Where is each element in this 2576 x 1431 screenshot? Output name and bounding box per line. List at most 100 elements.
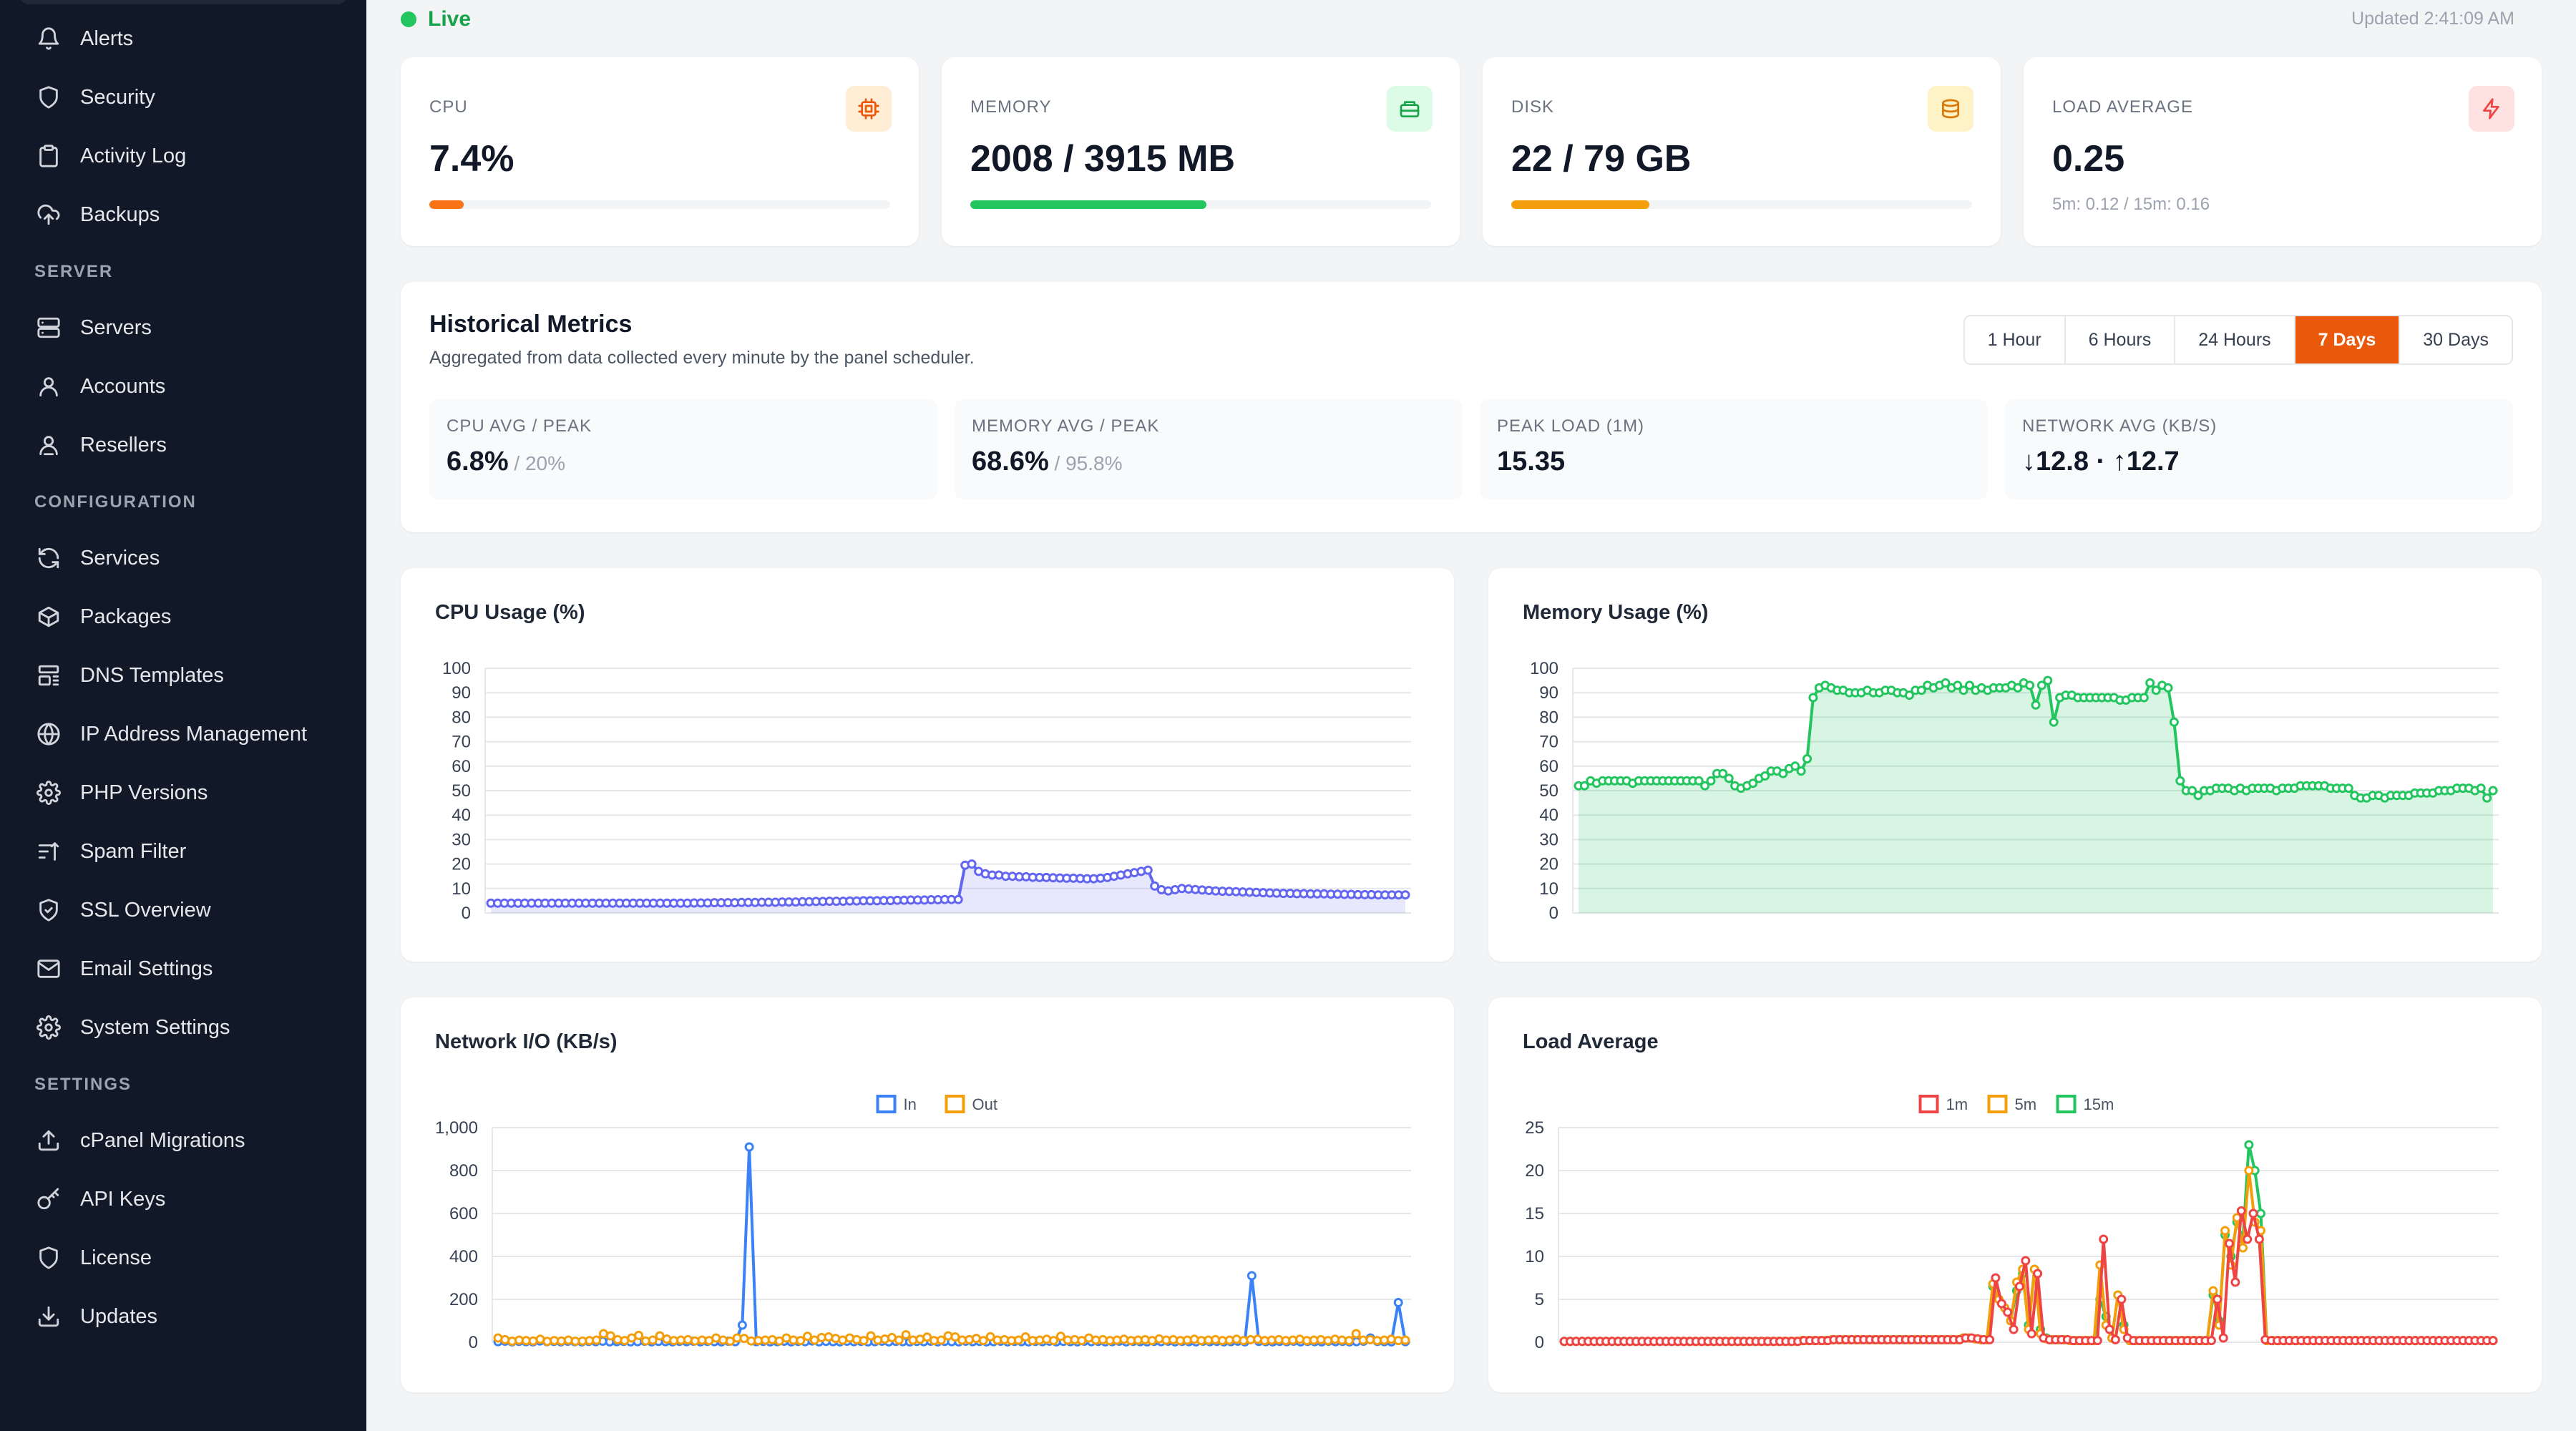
data-point	[1000, 1334, 1010, 1344]
sidebar-item-dns-templates[interactable]: DNS Templates	[20, 650, 346, 701]
data-point	[1700, 781, 1710, 791]
data-point	[2043, 675, 2053, 685]
range-button-24-hours[interactable]: 24 Hours	[2175, 316, 2296, 363]
sidebar-item-php-versions[interactable]: PHP Versions	[20, 767, 346, 819]
sidebar-item-accounts[interactable]: Accounts	[20, 361, 346, 412]
range-button-1-hour[interactable]: 1 Hour	[1964, 316, 2066, 363]
aggregate-value-row: ↓12.8 · ↑12.7	[2022, 446, 2180, 477]
historical-title: Historical Metrics	[429, 311, 633, 338]
data-point	[796, 1336, 806, 1346]
legend-label: 5m	[2015, 1095, 2037, 1113]
sidebar-item-services[interactable]: Services	[20, 532, 346, 584]
sidebar-item-email-settings[interactable]: Email Settings	[20, 943, 346, 995]
data-point	[2212, 1294, 2223, 1304]
sidebar-item-security[interactable]: Security	[20, 72, 346, 123]
range-button-6-hours[interactable]: 6 Hours	[2065, 316, 2176, 363]
aggregate-tile: MEMORY AVG / PEAK 68.6% / 95.8%	[955, 399, 1463, 499]
sidebar-top-item[interactable]	[20, 0, 346, 4]
stat-label: LOAD AVERAGE	[2052, 97, 2193, 117]
data-point	[690, 1336, 700, 1346]
data-point	[1724, 773, 1734, 783]
template-icon	[34, 661, 63, 690]
data-point	[1706, 776, 1716, 786]
sidebar-item-api-keys[interactable]: API Keys	[20, 1173, 346, 1225]
data-point	[592, 1335, 602, 1345]
shield-icon	[34, 1244, 63, 1272]
upload-icon	[34, 1126, 63, 1155]
sidebar-item-ssl-overview[interactable]: SSL Overview	[20, 884, 346, 936]
users-icon	[34, 431, 63, 459]
data-point	[1790, 761, 1800, 771]
data-point	[2256, 1208, 2265, 1218]
data-point	[648, 1335, 658, 1345]
data-point	[1386, 1334, 1396, 1344]
aggregate-tile: NETWORK AVG (KB/S) ↓12.8 · ↑12.7	[2005, 399, 2513, 499]
data-point	[1154, 1334, 1164, 1344]
y-tick-label: 50	[1539, 781, 1558, 801]
y-tick-label: 0	[1535, 1333, 1544, 1352]
mail-icon	[34, 954, 63, 983]
sidebar-item-alerts[interactable]: Alerts	[20, 13, 346, 64]
sidebar-item-updates[interactable]: Updates	[20, 1291, 346, 1342]
sidebar-item-system-settings[interactable]: System Settings	[20, 1002, 346, 1053]
data-point	[2482, 793, 2492, 803]
range-button-7-days[interactable]: 7 Days	[2295, 316, 2401, 363]
data-point	[1049, 1336, 1058, 1346]
stat-progress-fill	[970, 200, 1207, 209]
sidebar-item-spam-filter[interactable]: Spam Filter	[20, 826, 346, 877]
data-point	[1295, 1334, 1305, 1344]
legend-item-out[interactable]: Out	[945, 1095, 997, 1113]
data-point	[803, 1332, 812, 1342]
data-point	[2220, 1226, 2230, 1236]
data-point	[1119, 1334, 1129, 1344]
aggregate-label: CPU AVG / PEAK	[447, 416, 592, 436]
legend-swatch	[876, 1095, 897, 1113]
data-point	[2243, 1234, 2253, 1244]
sidebar-item-activity-log[interactable]: Activity Log	[20, 130, 346, 182]
data-point	[1098, 1334, 1108, 1344]
data-point	[1150, 881, 1160, 891]
sidebar-item-label: Alerts	[80, 26, 134, 50]
sidebar-item-backups[interactable]: Backups	[20, 189, 346, 240]
stat-progress-fill	[1511, 200, 1650, 209]
data-point	[2021, 1256, 2031, 1266]
chart-title: Memory Usage (%)	[1523, 601, 1709, 624]
data-point	[1055, 1332, 1065, 1342]
gear-icon	[34, 778, 63, 807]
data-point	[2230, 1277, 2240, 1287]
sidebar-item-resellers[interactable]: Resellers	[20, 419, 346, 471]
stat-progress-fill	[429, 200, 464, 209]
aggregate-value: 68.6%	[972, 446, 1049, 477]
sidebar-item-label: System Settings	[80, 1015, 230, 1039]
sidebar-item-servers[interactable]: Servers	[20, 302, 346, 353]
legend-item-15m[interactable]: 15m	[2056, 1095, 2114, 1113]
sidebar-item-cpanel-migrations[interactable]: cPanel Migrations	[20, 1115, 346, 1166]
y-tick-label: 90	[452, 683, 471, 703]
filter-icon	[34, 837, 63, 866]
live-indicator: Live	[401, 7, 471, 31]
data-point	[2163, 683, 2173, 693]
sidebar-item-label: IP Address Management	[80, 722, 308, 746]
data-point	[1316, 1334, 1326, 1344]
data-point	[2013, 683, 2023, 693]
data-point	[767, 1334, 777, 1344]
data-point	[1941, 678, 1951, 688]
sidebar-item-license[interactable]: License	[20, 1232, 346, 1284]
legend-item-5m[interactable]: 5m	[1987, 1095, 2037, 1113]
sidebar-item-label: API Keys	[80, 1187, 166, 1211]
data-point	[1953, 680, 1963, 690]
data-point	[2187, 786, 2197, 796]
data-point	[1253, 1334, 1263, 1344]
load-average-chart: 0 5 10 15 20 25 1m 5m 15m	[1525, 1095, 2499, 1352]
legend-item-in[interactable]: In	[876, 1095, 917, 1113]
sidebar-item-packages[interactable]: Packages	[20, 591, 346, 643]
load-chart-card: Load Average 0 5 10 15 20 25 1m 5m 15m	[1488, 997, 2542, 1392]
range-button-30-days[interactable]: 30 Days	[2400, 316, 2512, 363]
sidebar-item-label: Accounts	[80, 374, 166, 398]
legend-item-1m[interactable]: 1m	[1918, 1095, 1968, 1113]
sidebar-item-ip-address-management[interactable]: IP Address Management	[20, 708, 346, 760]
y-tick-label: 10	[1525, 1247, 1544, 1266]
sidebar-item-label: Servers	[80, 316, 152, 339]
sidebar-section-heading: SERVER	[34, 262, 114, 281]
data-point	[2244, 1166, 2254, 1176]
